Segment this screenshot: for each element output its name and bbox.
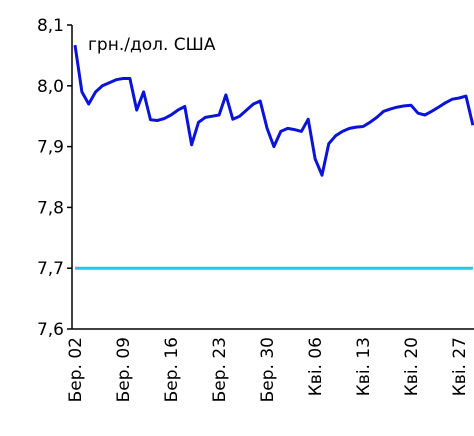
x-tick-label: Бер. 09 (114, 337, 134, 402)
x-tick-label: Кві. 13 (354, 337, 374, 396)
x-tick-label: Бер. 23 (210, 337, 230, 402)
y-tick-label: 8,1 (37, 16, 64, 36)
series-line (73, 44, 474, 177)
y-tick-label: 7,9 (37, 138, 64, 158)
x-tick-label: Бер. 16 (162, 337, 182, 402)
x-tick-label: Кві. 27 (450, 337, 470, 396)
y-tick-label: 7,8 (37, 198, 64, 218)
x-tick-label: Бер. 02 (66, 337, 86, 402)
y-tick-label: 7,7 (37, 259, 64, 279)
x-tick-label: Кві. 06 (306, 337, 326, 396)
x-tick-label: Бер. 30 (258, 337, 278, 402)
y-tick-label: 7,6 (37, 320, 64, 340)
y-tick-label: 8,0 (37, 77, 64, 97)
x-tick-label: Кві. 20 (402, 337, 422, 396)
unit-annotation: грн./дол. США (88, 35, 216, 55)
